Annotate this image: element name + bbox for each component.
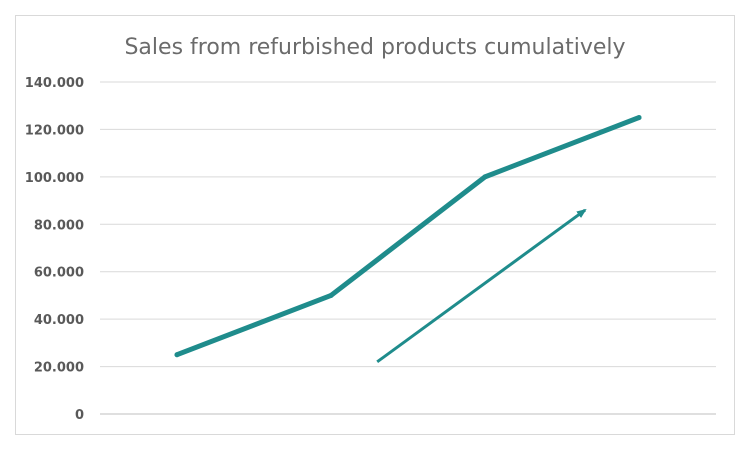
annotations [376, 208, 587, 364]
data-point [328, 292, 334, 298]
y-tick-label: 120.000 [25, 123, 84, 138]
chart-frame [15, 15, 735, 435]
data-point [636, 115, 642, 121]
y-tick-label: 80.000 [34, 218, 84, 233]
y-tick-label: 40.000 [34, 313, 84, 328]
y-tick-label: 0 [75, 408, 84, 423]
y-axis-tick-labels: 0 20.000 40.000 60.000 80.000 100.000 120.000 1… [25, 76, 84, 423]
trend-arrow [376, 208, 587, 364]
y-tick-label: 20.000 [34, 361, 84, 376]
gridlines [100, 81, 716, 415]
y-tick-label: 60.000 [34, 266, 84, 281]
y-tick-label: 100.000 [25, 171, 84, 186]
data-points [174, 115, 642, 358]
series-line [174, 115, 642, 358]
data-point [482, 174, 488, 180]
chart-title: Sales from refurbished products cumulati… [124, 35, 625, 60]
series-lines [174, 115, 642, 358]
y-tick-label: 140.000 [25, 76, 84, 91]
data-point [174, 352, 180, 358]
